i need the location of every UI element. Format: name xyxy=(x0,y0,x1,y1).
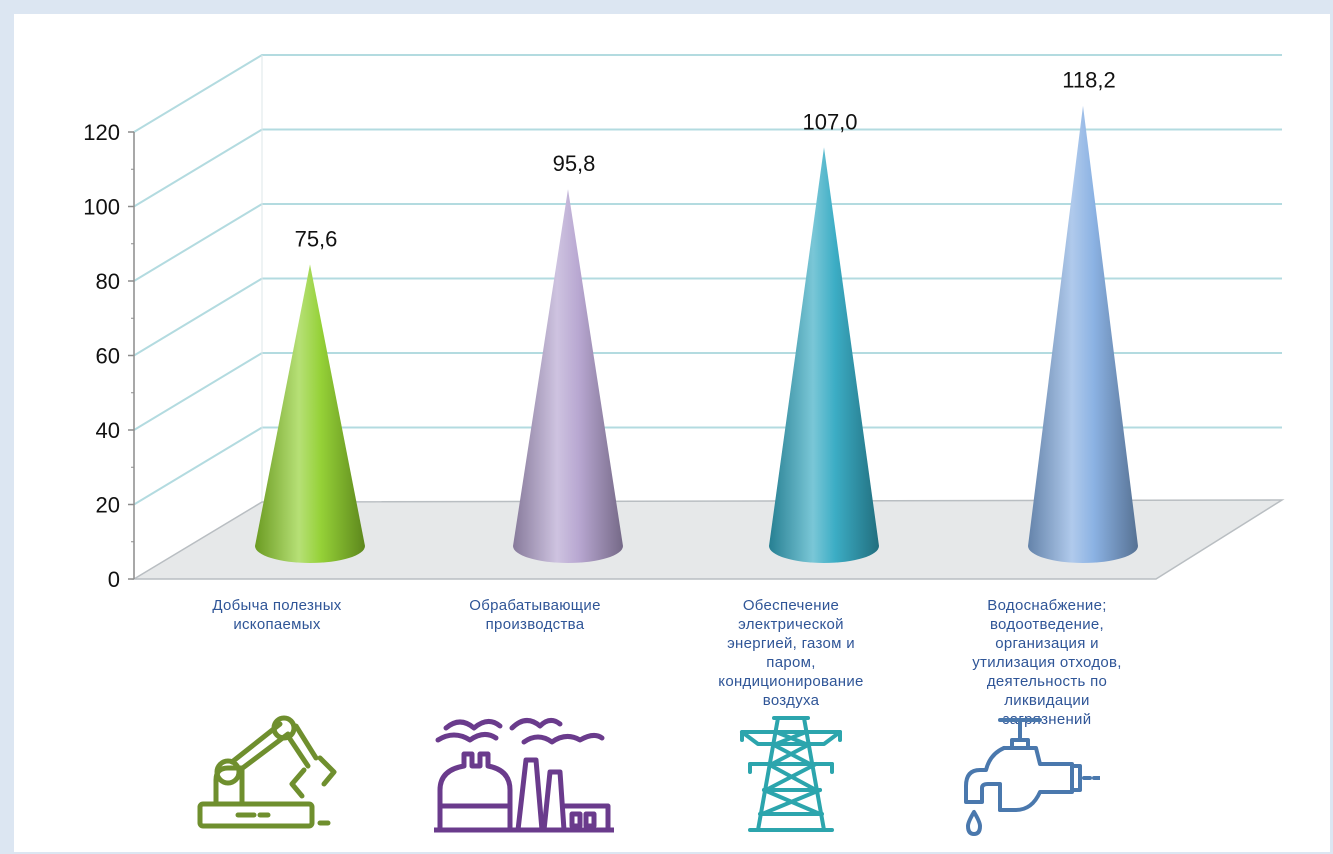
data-label-2: 107,0 xyxy=(802,109,857,134)
data-label-0: 75,6 xyxy=(295,226,338,251)
data-label-1: 95,8 xyxy=(553,151,596,176)
category-label-energy: Обеспечение электрической энергией, газо… xyxy=(718,597,864,709)
cones xyxy=(255,105,1138,564)
y-tick-label: 100 xyxy=(83,195,120,220)
cone-bar-0 xyxy=(255,264,365,563)
water-tap-icon xyxy=(964,718,1100,836)
data-labels: 75,6 95,8 107,0 118,2 xyxy=(295,68,1116,252)
factory-icon xyxy=(434,718,614,833)
y-tick-label: 40 xyxy=(96,418,120,443)
category-label-mining: Добыча полезных ископаемых xyxy=(212,597,342,633)
robot-arm-icon xyxy=(197,715,337,829)
chart-floor xyxy=(131,499,1285,580)
floor-plane xyxy=(131,499,1285,580)
y-tick-label: 60 xyxy=(96,344,120,369)
y-tick-label: 0 xyxy=(108,567,120,592)
data-label-3: 118,2 xyxy=(1062,68,1115,93)
y-tick-label: 120 xyxy=(83,120,120,145)
y-tick-label: 20 xyxy=(96,493,120,518)
gridlines xyxy=(133,54,1282,506)
category-label-water: Водоснабжение; водоотведение, организаци… xyxy=(972,597,1122,728)
cone-chart: 0 20 40 60 80 100 120 75,6 95,8 107,0 118,2 xyxy=(83,54,1285,592)
chart-panel: 0 20 40 60 80 100 120 75,6 95,8 107,0 118,2 Добыч… xyxy=(14,14,1330,852)
cone-bar-3 xyxy=(1028,105,1138,563)
cone-bar-2 xyxy=(769,147,879,564)
y-tick-label: 80 xyxy=(96,269,120,294)
cone-bar-1 xyxy=(513,189,623,563)
power-tower-icon xyxy=(740,716,842,832)
category-label-manufacturing: Обрабатывающие производства xyxy=(469,597,601,633)
y-axis: 0 20 40 60 80 100 120 xyxy=(83,120,135,592)
